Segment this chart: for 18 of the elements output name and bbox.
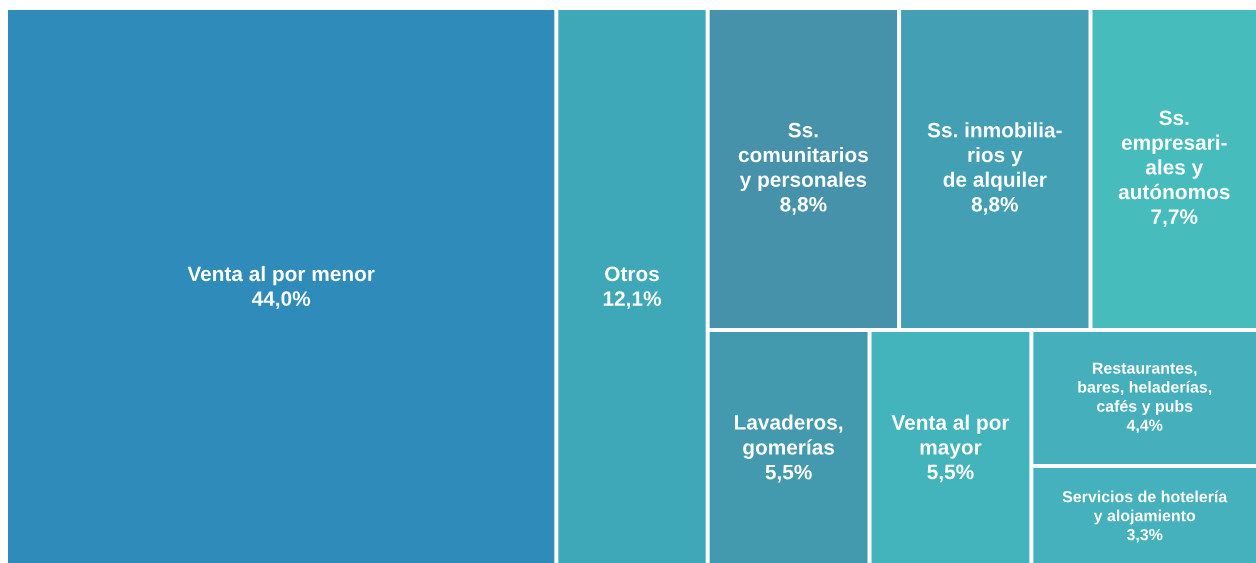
category-label: Ss. empresari- ales y autónomos: [1118, 110, 1230, 200]
data-label: 5,5%: [765, 464, 812, 483]
data-label: 8,8%: [780, 196, 827, 215]
data-label: 5,5%: [927, 464, 974, 483]
category-label: Otros: [605, 266, 659, 282]
category-label: Venta al por mayor: [891, 414, 1010, 459]
category-label: Venta al por menor: [187, 265, 375, 286]
data-label: 7,7%: [1151, 209, 1198, 228]
category-label: Ss. inmobilia- rios y de alquiler: [927, 122, 1062, 192]
data-label: 4,4%: [1126, 419, 1163, 434]
data-label: 44,0%: [251, 291, 311, 309]
category-label: Lavaderos, gomerías: [735, 414, 843, 459]
category-label: Restaurantes, bares, heladerías, cafés y pubs: [1078, 362, 1212, 416]
category-label: Servicios de hotelería y alojamiento: [1062, 490, 1228, 525]
data-label: 3,3%: [1126, 528, 1163, 543]
data-label: 8,8%: [971, 196, 1018, 215]
category-label: Ss. comunitarios y personales: [738, 122, 868, 192]
data-label: 12,1%: [603, 291, 661, 309]
